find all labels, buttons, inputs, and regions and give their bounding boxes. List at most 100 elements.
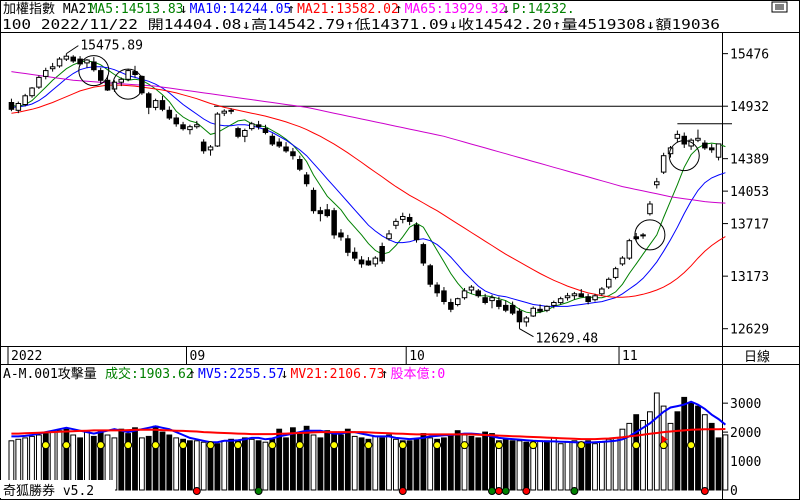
candle-body-68 (475, 290, 481, 297)
candle-body-55 (386, 233, 392, 240)
candle-body-85 (592, 295, 598, 301)
candle-body-53 (372, 257, 379, 265)
highlight-circle-1 (112, 68, 144, 100)
price-label-5: 13173 (730, 270, 769, 285)
signal-dot-5 (179, 441, 188, 450)
candle-body-18 (132, 71, 138, 75)
candle-body-46 (324, 209, 330, 217)
signal-dot-6 (206, 441, 215, 450)
candle-body-82 (571, 293, 578, 297)
volume-indicator-0: 成交:1903.62 (105, 366, 194, 382)
volume-bar-37 (262, 441, 269, 491)
candle-body-17 (125, 70, 131, 80)
volume-bar-85 (592, 443, 598, 491)
volume-bar-53 (372, 435, 379, 491)
signal-dot-15 (494, 441, 503, 450)
volume-bar-72 (502, 438, 509, 491)
volume-bar-76 (530, 441, 537, 491)
signal-dot-1 (62, 441, 71, 450)
volume-bar-80 (557, 443, 564, 491)
candle-body-103 (715, 143, 722, 158)
volume-bar-45 (317, 437, 324, 491)
candle-body-50 (352, 251, 358, 259)
volume-bar-55 (386, 434, 392, 491)
volume-bar-49 (344, 428, 351, 491)
candle-body-100 (695, 137, 701, 141)
candle-body-78 (544, 305, 550, 311)
candle-body-70 (489, 297, 495, 302)
volume-label-0: 3000 (730, 397, 761, 412)
candle-body-71 (496, 300, 502, 307)
signal-dot-4 (151, 441, 160, 450)
bottom-dot-5 (501, 487, 510, 495)
volume-bar-89 (619, 428, 626, 491)
candle-body-0 (8, 102, 15, 110)
signal-dot-3 (124, 441, 133, 450)
ohlc-readout: 100 2022/11/22 開14404.08↓高14542.79↑低1437… (2, 17, 720, 33)
time-label-2: 10 (409, 349, 425, 364)
volume-bar-54 (379, 437, 386, 491)
bottom-dot-4 (494, 487, 503, 495)
signal-dot-20 (687, 441, 696, 450)
candle-body-9 (70, 56, 76, 62)
volume-bar-23 (166, 434, 173, 491)
volume-label-2: 1000 (730, 455, 761, 470)
candle-body-76 (530, 307, 536, 317)
volume-bar-88 (612, 437, 619, 491)
candle-body-16 (118, 78, 124, 83)
volume-bar-94 (653, 392, 660, 491)
volume-bar-32 (228, 438, 234, 491)
candle-body-28 (200, 141, 207, 152)
header-arrow-3: ↓ (502, 2, 510, 17)
period-button: 日線 (744, 349, 770, 365)
candle-body-69 (482, 297, 488, 304)
time-label-3: 11 (622, 349, 638, 364)
volume-bar-63 (441, 437, 447, 491)
signal-dot-12 (398, 441, 407, 450)
candle-body-47 (331, 210, 337, 236)
chart-title: 加權指數 MA21 (3, 2, 94, 17)
volume-series-mv21 (11, 428, 726, 441)
bottom-dot-6 (522, 487, 531, 495)
volume-bar-18 (132, 427, 138, 491)
candle-body-12 (91, 61, 97, 71)
candle-body-58 (406, 217, 413, 222)
price-label-2: 14389 (730, 153, 769, 168)
volume-bar-84 (585, 440, 592, 491)
volume-bar-29 (207, 441, 214, 491)
candle-body-84 (585, 296, 591, 303)
candle-body-19 (139, 75, 145, 94)
candle-body-98 (681, 135, 687, 145)
candle-body-80 (557, 298, 564, 304)
window-menu-button[interactable] (770, 0, 792, 14)
signal-dot-8 (268, 441, 277, 450)
volume-bar-75 (523, 441, 530, 491)
candle-body-64 (448, 302, 454, 310)
volume-bar-50 (351, 435, 358, 491)
volume-bar-93 (647, 411, 653, 491)
volume-bar-36 (255, 440, 262, 491)
volume-bar-67 (468, 435, 475, 491)
volume-bar-90 (626, 422, 633, 491)
price-label-6: 12629 (730, 323, 769, 338)
candle-body-15 (111, 81, 118, 90)
volume-bar-97 (674, 411, 681, 491)
volume-arrow-1: ↓ (281, 367, 289, 382)
candle-body-65 (455, 298, 461, 306)
candle-body-62 (434, 284, 440, 294)
volume-bar-81 (564, 441, 571, 491)
price-label-3: 14053 (730, 185, 769, 200)
bottom-dot-2 (398, 487, 407, 495)
annotation-leader-1 (519, 328, 534, 338)
volume-bar-35 (248, 438, 255, 491)
candle-body-99 (688, 139, 694, 147)
candle-body-95 (660, 155, 667, 173)
candle-body-37 (262, 128, 269, 134)
volume-bar-17 (125, 433, 131, 491)
volume-bar-28 (200, 441, 207, 491)
annotation-high: 15475.89 (80, 39, 143, 54)
volume-bar-61 (427, 437, 434, 491)
bottom-dot-1 (254, 487, 263, 495)
signal-dot-2 (96, 441, 105, 450)
